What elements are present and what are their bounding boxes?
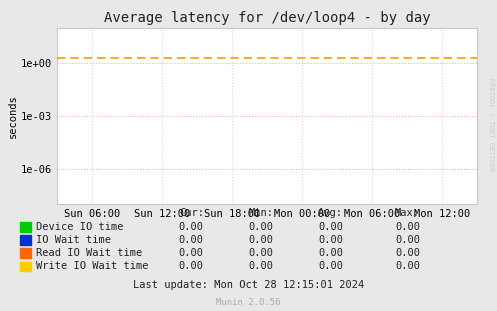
Text: 0.00: 0.00 — [179, 235, 204, 245]
Text: 0.00: 0.00 — [248, 261, 273, 271]
Text: RRDTOOL / TOBI OETIKER: RRDTOOL / TOBI OETIKER — [488, 78, 494, 171]
Text: Cur:: Cur: — [179, 208, 204, 218]
Text: 0.00: 0.00 — [318, 235, 343, 245]
Text: Munin 2.0.56: Munin 2.0.56 — [216, 298, 281, 307]
Text: 0.00: 0.00 — [248, 222, 273, 232]
Text: 0.00: 0.00 — [179, 222, 204, 232]
Text: 0.00: 0.00 — [395, 261, 420, 271]
Text: Min:: Min: — [248, 208, 273, 218]
Text: Device IO time: Device IO time — [36, 222, 123, 232]
Y-axis label: seconds: seconds — [8, 94, 18, 138]
Text: 0.00: 0.00 — [318, 261, 343, 271]
Text: Write IO Wait time: Write IO Wait time — [36, 261, 148, 271]
Text: IO Wait time: IO Wait time — [36, 235, 111, 245]
Text: 0.00: 0.00 — [318, 248, 343, 258]
Text: Avg:: Avg: — [318, 208, 343, 218]
Text: 0.00: 0.00 — [179, 261, 204, 271]
Text: 0.00: 0.00 — [248, 235, 273, 245]
Text: 0.00: 0.00 — [395, 235, 420, 245]
Text: Last update: Mon Oct 28 12:15:01 2024: Last update: Mon Oct 28 12:15:01 2024 — [133, 280, 364, 290]
Title: Average latency for /dev/loop4 - by day: Average latency for /dev/loop4 - by day — [104, 12, 430, 26]
Text: 0.00: 0.00 — [395, 222, 420, 232]
Text: 0.00: 0.00 — [318, 222, 343, 232]
Text: Max:: Max: — [395, 208, 420, 218]
Text: Read IO Wait time: Read IO Wait time — [36, 248, 142, 258]
Text: 0.00: 0.00 — [179, 248, 204, 258]
Text: 0.00: 0.00 — [248, 248, 273, 258]
Text: 0.00: 0.00 — [395, 248, 420, 258]
